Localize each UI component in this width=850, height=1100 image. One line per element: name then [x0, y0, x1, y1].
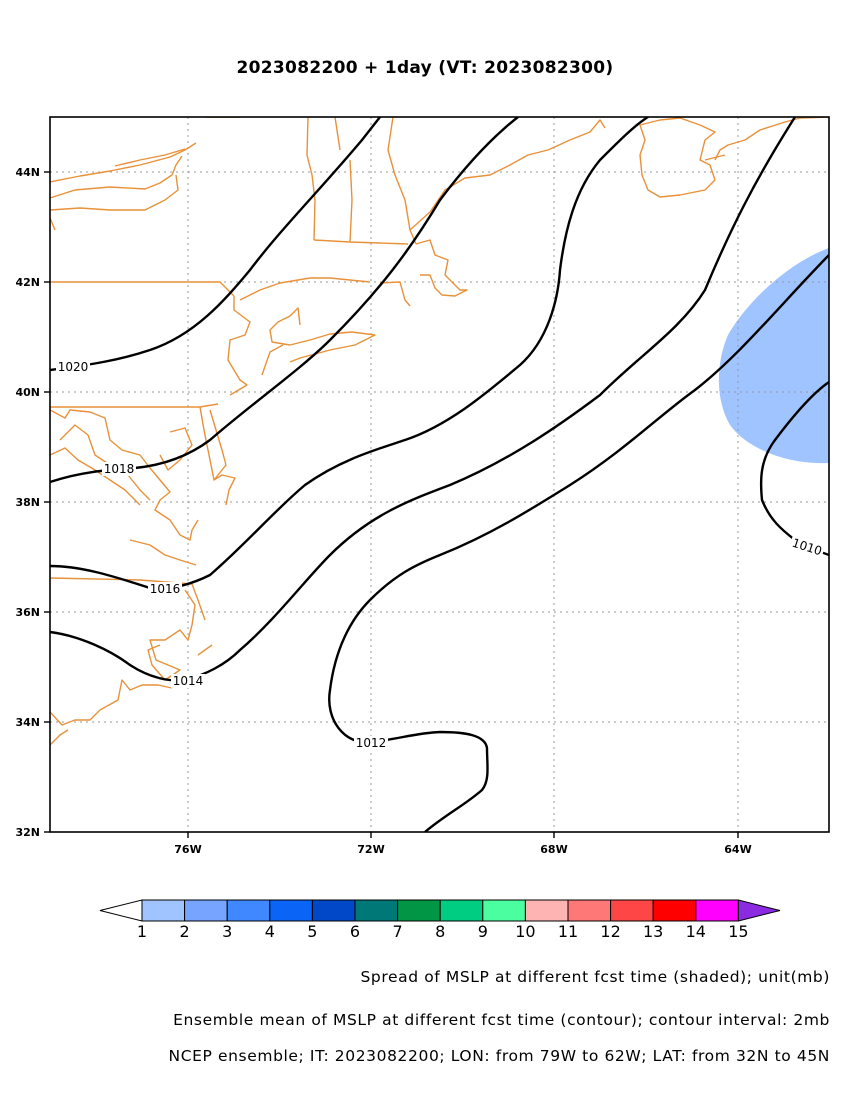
colorbar-label: 7: [392, 922, 403, 941]
lat-label: 32N: [15, 826, 40, 839]
colorbar-label: 15: [728, 922, 749, 941]
colorbar-cell: [695, 899, 739, 922]
map-frame: [49, 116, 830, 833]
colorbar-label: 1: [136, 922, 148, 941]
contour-1014: [50, 117, 797, 682]
contour-label-1020: 1020: [58, 360, 89, 374]
colorbar-label: 10: [515, 922, 536, 941]
lat-label: 44N: [15, 166, 40, 179]
lon-label: 72W: [357, 843, 384, 856]
lat-label: 42N: [15, 276, 40, 289]
colorbar-label: 8: [435, 922, 446, 941]
footer-line-1: Spread of MSLP at different fcst time (s…: [360, 968, 830, 986]
colorbar-label: 12: [600, 922, 621, 941]
contour-1020: [50, 117, 381, 372]
footer-line-3: NCEP ensemble; IT: 2023082200; LON: from…: [168, 1047, 830, 1065]
spread-shaded-area: [718, 248, 829, 464]
colorbar-label: 13: [643, 922, 664, 941]
colorbar-cell: [610, 899, 654, 922]
coastlines: [50, 117, 829, 746]
colorbar-cell: [482, 899, 526, 922]
tick-marks: [44, 171, 739, 838]
colorbar-cell: [524, 899, 569, 922]
colorbar-cell: [184, 899, 228, 922]
footer-line-2: Ensemble mean of MSLP at different fcst …: [173, 1011, 830, 1029]
colorbar-cell: [652, 899, 697, 922]
colorbar-label: 3: [222, 922, 233, 941]
grid-lines: [50, 117, 829, 832]
colorbar-cell: [269, 899, 313, 922]
colorbar-cell: [439, 899, 484, 922]
colorbar-label: 6: [349, 922, 361, 941]
lat-label: 34N: [15, 716, 40, 729]
colorbar: [99, 899, 781, 922]
colorbar-label: 5: [307, 922, 318, 941]
colorbar-cell: [397, 899, 441, 922]
contour-1012: [328, 254, 829, 832]
contour-label-1012: 1012: [356, 736, 387, 750]
colorbar-cell: [311, 899, 356, 922]
colorbar-label: 14: [685, 922, 706, 941]
colorbar-label: 9: [477, 922, 488, 941]
colorbar-cell: [141, 899, 186, 922]
colorbar-label: 11: [557, 922, 579, 941]
contour-label-1014: 1014: [173, 674, 204, 688]
colorbar-cell: [354, 899, 399, 922]
lat-label: 40N: [15, 386, 40, 399]
pressure-contours: [50, 117, 829, 832]
colorbar-cell: [226, 899, 271, 922]
colorbar-low-arrow: [99, 899, 143, 922]
contour-label-1010: 1010: [790, 536, 823, 559]
contour-label-1018: 1018: [104, 462, 135, 476]
colorbar-cell: [567, 899, 612, 922]
lat-label: 36N: [15, 606, 40, 619]
map-title: 2023082200 + 1day (VT: 2023082300): [236, 58, 614, 78]
colorbar-label: 2: [179, 922, 190, 941]
lon-axis-labels: 76W 72W 68W 64W: [174, 843, 751, 856]
contour-label-1016: 1016: [150, 582, 181, 596]
colorbar-label: 4: [264, 922, 275, 941]
lon-label: 68W: [540, 843, 567, 856]
lon-label: 76W: [174, 843, 201, 856]
colorbar-high-arrow: [737, 899, 781, 922]
lon-label: 64W: [724, 843, 751, 856]
lat-label: 38N: [15, 496, 40, 509]
lat-axis-labels: 44N 42N 40N 38N 36N 34N 32N: [15, 166, 40, 839]
